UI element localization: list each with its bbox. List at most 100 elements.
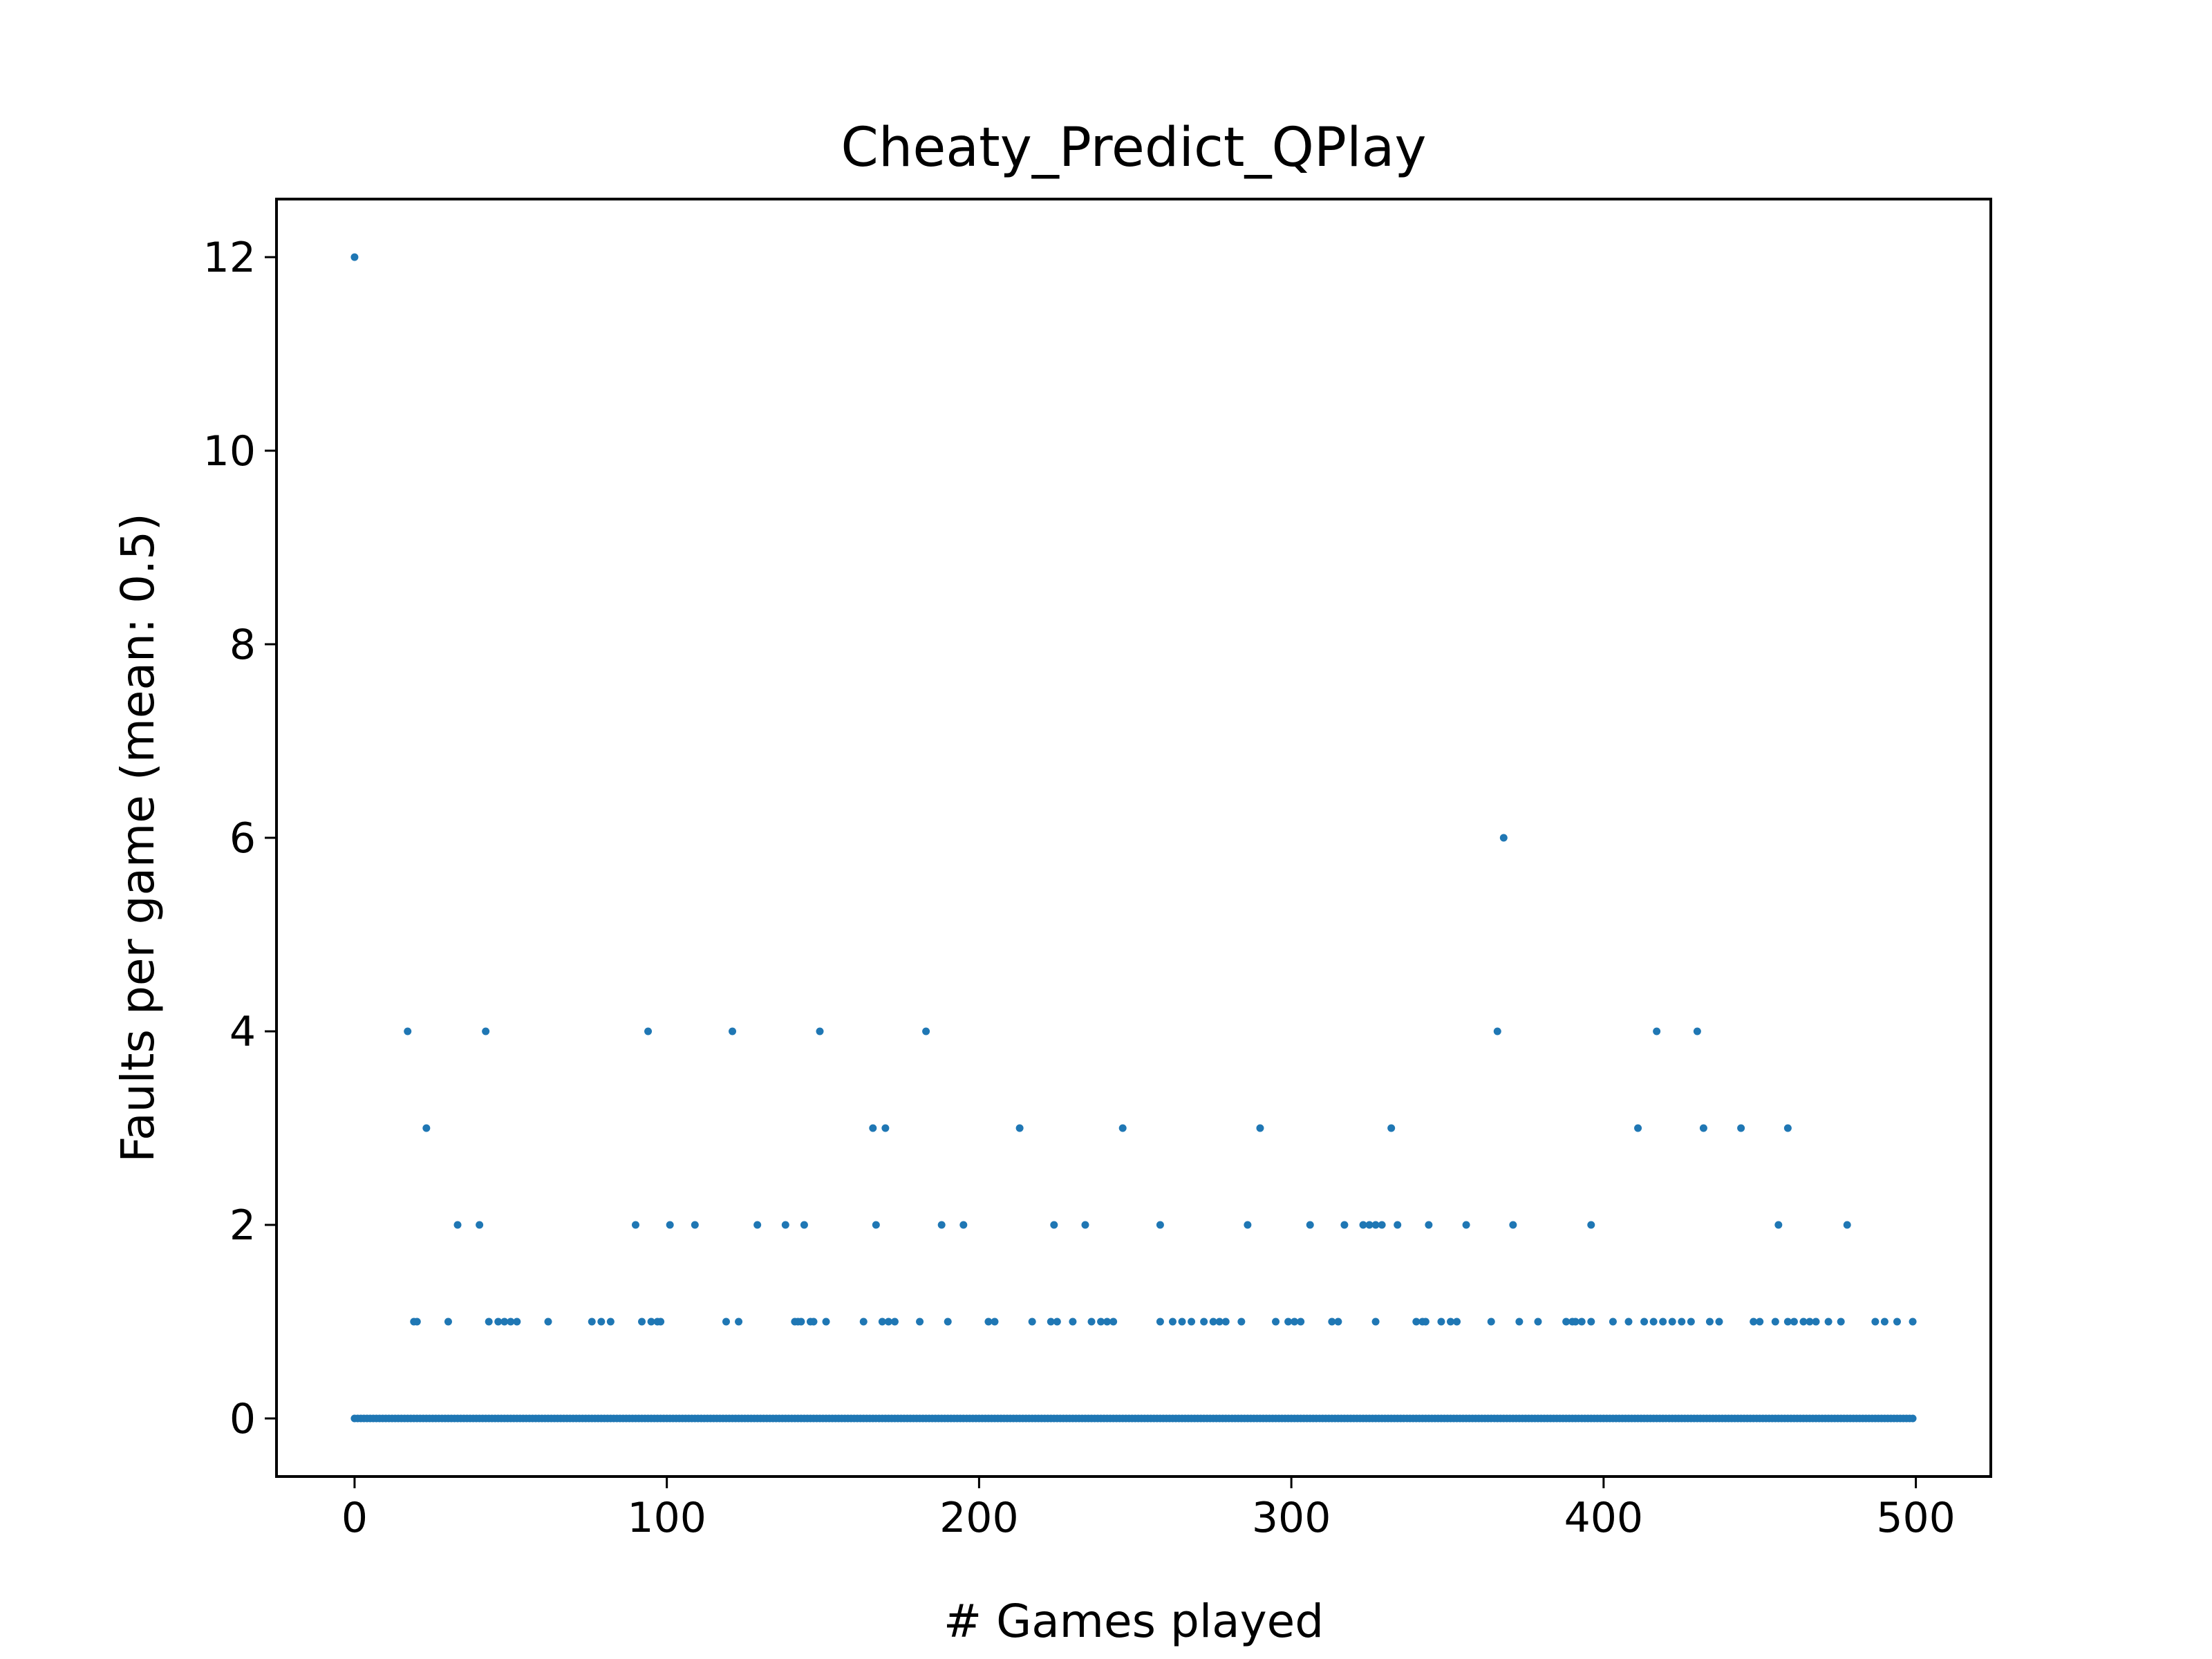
data-point bbox=[1624, 1318, 1633, 1326]
data-point bbox=[800, 1221, 808, 1229]
y-tick-label: 12 bbox=[203, 234, 256, 282]
data-point bbox=[1790, 1318, 1798, 1326]
data-point bbox=[1640, 1318, 1649, 1326]
data-point bbox=[1499, 834, 1508, 842]
data-point bbox=[647, 1318, 655, 1326]
data-point bbox=[872, 1221, 880, 1229]
data-point bbox=[476, 1221, 484, 1229]
x-tick-label: 200 bbox=[939, 1494, 1019, 1542]
data-point bbox=[1774, 1221, 1783, 1229]
data-point bbox=[1237, 1318, 1246, 1326]
data-point bbox=[944, 1318, 952, 1326]
data-point bbox=[1493, 1027, 1501, 1035]
data-point bbox=[1871, 1318, 1880, 1326]
data-point bbox=[1378, 1221, 1386, 1229]
data-point bbox=[1806, 1318, 1814, 1326]
data-point bbox=[657, 1318, 665, 1326]
data-point bbox=[453, 1221, 462, 1229]
data-point bbox=[691, 1221, 699, 1229]
data-point bbox=[1462, 1221, 1470, 1229]
data-point bbox=[890, 1318, 899, 1326]
data-point bbox=[1371, 1221, 1380, 1229]
data-point bbox=[1272, 1318, 1280, 1326]
y-tick-label: 2 bbox=[229, 1201, 256, 1250]
data-point bbox=[1799, 1318, 1808, 1326]
data-point bbox=[1843, 1221, 1851, 1229]
data-point bbox=[1437, 1318, 1445, 1326]
data-point bbox=[859, 1318, 868, 1326]
data-point bbox=[1209, 1318, 1217, 1326]
data-point bbox=[1371, 1318, 1380, 1326]
data-point bbox=[1425, 1221, 1433, 1229]
data-point bbox=[1081, 1221, 1089, 1229]
data-point bbox=[1387, 1124, 1396, 1132]
y-axis-ticks: 0 2 4 6 8 10 12 bbox=[203, 234, 276, 1443]
data-point bbox=[1069, 1318, 1077, 1326]
data-point bbox=[1015, 1124, 1024, 1132]
data-point bbox=[1394, 1221, 1402, 1229]
data-point bbox=[1328, 1318, 1336, 1326]
y-tick-label: 0 bbox=[229, 1395, 256, 1443]
data-point bbox=[631, 1221, 639, 1229]
data-point bbox=[1487, 1318, 1495, 1326]
data-point bbox=[1200, 1318, 1208, 1326]
data-point bbox=[1028, 1318, 1036, 1326]
data-point bbox=[1659, 1318, 1667, 1326]
data-point bbox=[1168, 1318, 1177, 1326]
data-point bbox=[494, 1318, 503, 1326]
data-point bbox=[1188, 1318, 1196, 1326]
data-point bbox=[1109, 1318, 1118, 1326]
y-tick-label: 10 bbox=[203, 427, 256, 476]
x-tick-label: 300 bbox=[1252, 1494, 1331, 1542]
data-point bbox=[1221, 1318, 1230, 1326]
data-point bbox=[722, 1318, 730, 1326]
data-point bbox=[1509, 1221, 1517, 1229]
data-point bbox=[1365, 1221, 1374, 1229]
data-point bbox=[884, 1318, 892, 1326]
data-point bbox=[809, 1318, 818, 1326]
data-point bbox=[1771, 1318, 1779, 1326]
x-tick-label: 0 bbox=[341, 1494, 368, 1542]
x-axis-ticks: 0 100 200 300 400 500 bbox=[341, 1477, 1956, 1542]
data-point bbox=[922, 1027, 930, 1035]
data-point bbox=[959, 1221, 968, 1229]
data-point bbox=[878, 1318, 886, 1326]
data-point bbox=[422, 1124, 431, 1132]
data-point bbox=[1306, 1221, 1314, 1229]
data-point bbox=[500, 1318, 509, 1326]
data-point bbox=[1715, 1318, 1723, 1326]
data-point bbox=[513, 1318, 521, 1326]
data-point bbox=[1178, 1318, 1186, 1326]
data-point bbox=[444, 1318, 452, 1326]
data-point bbox=[404, 1027, 412, 1035]
data-point bbox=[1880, 1318, 1888, 1326]
data-point bbox=[1359, 1221, 1367, 1229]
data-point bbox=[1653, 1027, 1661, 1035]
data-point bbox=[1577, 1318, 1586, 1326]
data-point bbox=[1562, 1318, 1571, 1326]
data-point bbox=[1534, 1318, 1542, 1326]
data-point bbox=[753, 1221, 762, 1229]
data-point bbox=[1756, 1318, 1764, 1326]
chart-title: Cheaty_Predict_QPlay bbox=[841, 117, 1426, 179]
x-tick-label: 400 bbox=[1564, 1494, 1644, 1542]
x-tick-label: 500 bbox=[1876, 1494, 1956, 1542]
data-point bbox=[1693, 1027, 1701, 1035]
data-point bbox=[1097, 1318, 1105, 1326]
data-point bbox=[1893, 1318, 1901, 1326]
data-point bbox=[1053, 1318, 1061, 1326]
data-point bbox=[597, 1318, 606, 1326]
data-point bbox=[1649, 1318, 1658, 1326]
data-point bbox=[482, 1027, 490, 1035]
y-tick-label: 4 bbox=[229, 1008, 256, 1056]
data-point bbox=[638, 1318, 646, 1326]
data-point bbox=[644, 1027, 653, 1035]
data-point bbox=[350, 253, 359, 261]
data-point bbox=[544, 1318, 552, 1326]
data-point bbox=[1453, 1318, 1461, 1326]
data-points bbox=[350, 253, 1917, 1423]
data-point bbox=[1687, 1318, 1695, 1326]
data-point bbox=[1297, 1318, 1305, 1326]
data-point bbox=[1837, 1318, 1845, 1326]
